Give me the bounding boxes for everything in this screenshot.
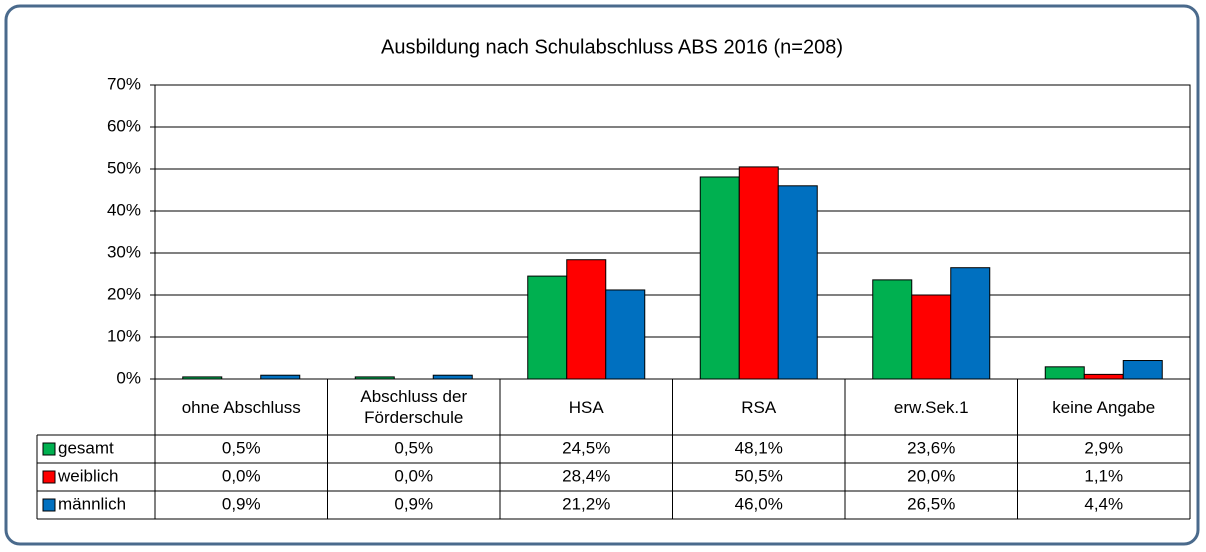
table-value: 28,4% [562, 466, 610, 485]
bar [527, 275, 568, 380]
bar [354, 376, 395, 380]
y-tick-label: 60% [107, 116, 141, 135]
bar [1122, 360, 1163, 380]
table-value: 2,9% [1084, 438, 1123, 457]
x-tick-label: Abschluss der Förderschule [360, 387, 468, 427]
table-value: 0,9% [394, 494, 433, 513]
x-tick-label: erw.Sek.1 [893, 397, 969, 417]
bar [566, 259, 607, 380]
legend-swatch [42, 470, 56, 484]
legend-swatch [42, 442, 56, 456]
table-value: 48,1% [735, 438, 783, 457]
table-value: 23,6% [907, 438, 955, 457]
bar [260, 374, 301, 380]
bar [738, 166, 779, 380]
table-value: 4,4% [1084, 494, 1123, 513]
bar [432, 374, 473, 380]
table-value: 26,5% [907, 494, 955, 513]
table-value: 1,1% [1084, 466, 1123, 485]
bar [1044, 366, 1085, 380]
legend-label: weiblich [57, 466, 118, 485]
y-tick-label: 70% [107, 74, 141, 93]
table-value: 20,0% [907, 466, 955, 485]
bar [699, 176, 740, 380]
table-value: 0,9% [222, 494, 261, 513]
legend-label: männlich [58, 494, 126, 513]
legend-swatch [42, 498, 56, 512]
bar [182, 376, 223, 380]
x-tick-label: ohne Abschluss [181, 397, 301, 417]
table-value: 50,5% [735, 466, 783, 485]
table-value: 0,5% [394, 438, 433, 457]
x-tick-label: RSA [741, 397, 777, 417]
y-tick-label: 40% [107, 200, 141, 219]
x-tick-label: HSA [568, 397, 604, 417]
table-value: 21,2% [562, 494, 610, 513]
table-value: 46,0% [735, 494, 783, 513]
table-value: 0,0% [222, 466, 261, 485]
bar [950, 267, 991, 380]
table-value: 0,0% [394, 466, 433, 485]
y-tick-label: 50% [107, 158, 141, 177]
y-tick-label: 10% [107, 326, 141, 345]
bar [911, 294, 952, 380]
legend-label: gesamt [58, 438, 114, 457]
bar [605, 289, 646, 380]
x-tick-label: keine Angabe [1052, 397, 1156, 417]
table-value: 24,5% [562, 438, 610, 457]
y-tick-label: 0% [116, 368, 141, 387]
chart-title: Ausbildung nach Schulabschluss ABS 2016 … [381, 36, 843, 58]
bar [872, 279, 913, 380]
table-value: 0,5% [222, 438, 261, 457]
y-tick-label: 20% [107, 284, 141, 303]
y-tick-label: 30% [107, 242, 141, 261]
bar [777, 185, 818, 380]
